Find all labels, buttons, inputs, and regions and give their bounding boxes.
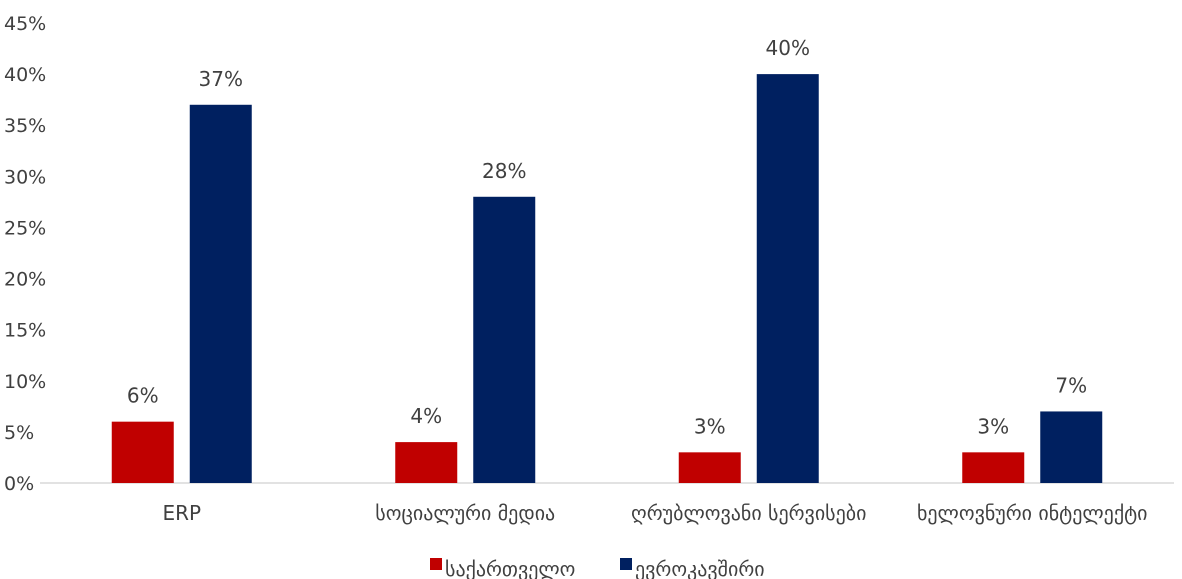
bar-georgia-0 <box>111 421 174 483</box>
category-label: ღრუბლოვანი სერვისები <box>631 501 866 525</box>
x-axis: ERP სოციალური მედია ღრუბლოვანი სერვისები ხე… <box>162 501 1147 525</box>
y-tick-label: 40% <box>4 64 46 86</box>
category-label: სოციალური მედია <box>375 501 555 525</box>
y-tick-label: 35% <box>4 115 46 137</box>
legend-label: საქართველო <box>445 557 575 579</box>
data-label: 3% <box>977 414 1009 438</box>
y-tick-label: 10% <box>4 371 46 393</box>
y-tick-label: 25% <box>4 217 46 239</box>
data-label: 37% <box>199 67 243 91</box>
bar-eu-3 <box>1040 411 1103 483</box>
bar-georgia-2 <box>678 452 741 483</box>
legend-swatch <box>620 558 632 570</box>
data-label: 3% <box>694 414 726 438</box>
bars: 6% 37% 4% 28% 3% 40% 3% 7% <box>111 36 1103 484</box>
legend-swatch <box>430 558 442 570</box>
data-label: 40% <box>766 36 810 60</box>
y-tick-label: 0% <box>4 473 34 495</box>
data-label: 7% <box>1055 373 1087 397</box>
bar-eu-2 <box>756 74 819 483</box>
y-tick-label: 45% <box>4 13 46 35</box>
category-label: ERP <box>162 501 201 525</box>
bar-eu-1 <box>473 196 536 483</box>
y-tick-label: 20% <box>4 269 46 291</box>
y-axis: 0% 5% 10% 15% 20% 25% 30% 35% 40% 45% <box>4 13 46 495</box>
bar-georgia-1 <box>395 442 458 483</box>
data-label: 4% <box>410 404 442 428</box>
y-tick-label: 30% <box>4 166 46 188</box>
bar-georgia-3 <box>962 452 1025 483</box>
y-tick-label: 5% <box>4 422 34 444</box>
category-label: ხელოვნური ინტელექტი <box>917 501 1148 525</box>
data-label: 28% <box>482 159 526 183</box>
legend-label: ევროკავშირი <box>635 557 765 579</box>
data-label: 6% <box>127 384 159 408</box>
legend: საქართველო ევროკავშირი <box>430 557 765 579</box>
bar-eu-0 <box>189 104 252 484</box>
y-tick-label: 15% <box>4 320 46 342</box>
